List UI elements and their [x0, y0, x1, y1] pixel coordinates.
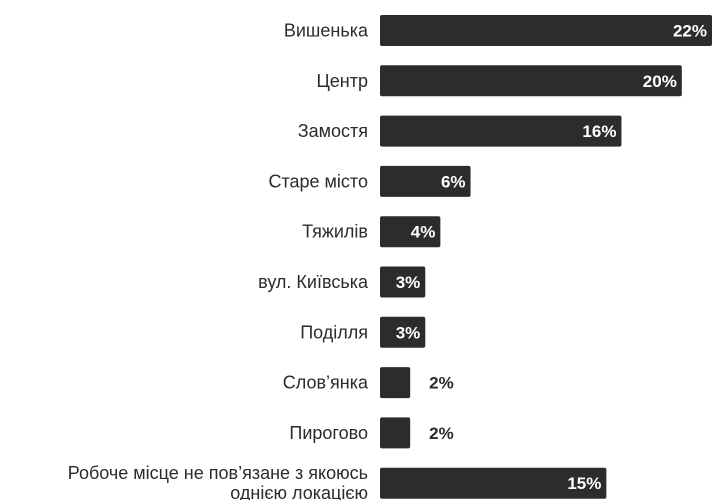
- data-label: 16%: [582, 122, 616, 141]
- category-label: Пирогово: [289, 423, 368, 443]
- bar: [380, 417, 411, 449]
- category-label: вул. Київська: [258, 272, 369, 292]
- category-label: Центр: [316, 71, 368, 91]
- data-label: 15%: [567, 474, 601, 493]
- data-label: 22%: [673, 22, 707, 41]
- bar: [380, 165, 471, 197]
- bar: [380, 316, 426, 348]
- bar: [380, 216, 441, 248]
- data-label: 3%: [396, 323, 421, 342]
- bar: [380, 367, 411, 399]
- bar: [380, 115, 622, 147]
- bar: [380, 15, 712, 46]
- category-label: Робоче місце не пов’язане з якоюсь однією…: [68, 463, 368, 500]
- data-label: 6%: [441, 172, 466, 191]
- category-label: Слов’янка: [283, 373, 369, 393]
- category-label: Вишенька: [284, 21, 369, 41]
- category-label: Старе місто: [268, 171, 368, 191]
- category-label: Тяжилів: [302, 222, 368, 242]
- category-label: Замостя: [298, 121, 368, 141]
- category-label: Поділля: [300, 322, 368, 342]
- data-label: 2%: [429, 424, 454, 443]
- data-label: 4%: [411, 223, 436, 242]
- data-label: 2%: [429, 374, 454, 393]
- bar: [380, 467, 607, 499]
- bar: [380, 65, 682, 97]
- data-label: 20%: [643, 72, 677, 91]
- data-label: 3%: [396, 273, 421, 292]
- bar: [380, 266, 426, 298]
